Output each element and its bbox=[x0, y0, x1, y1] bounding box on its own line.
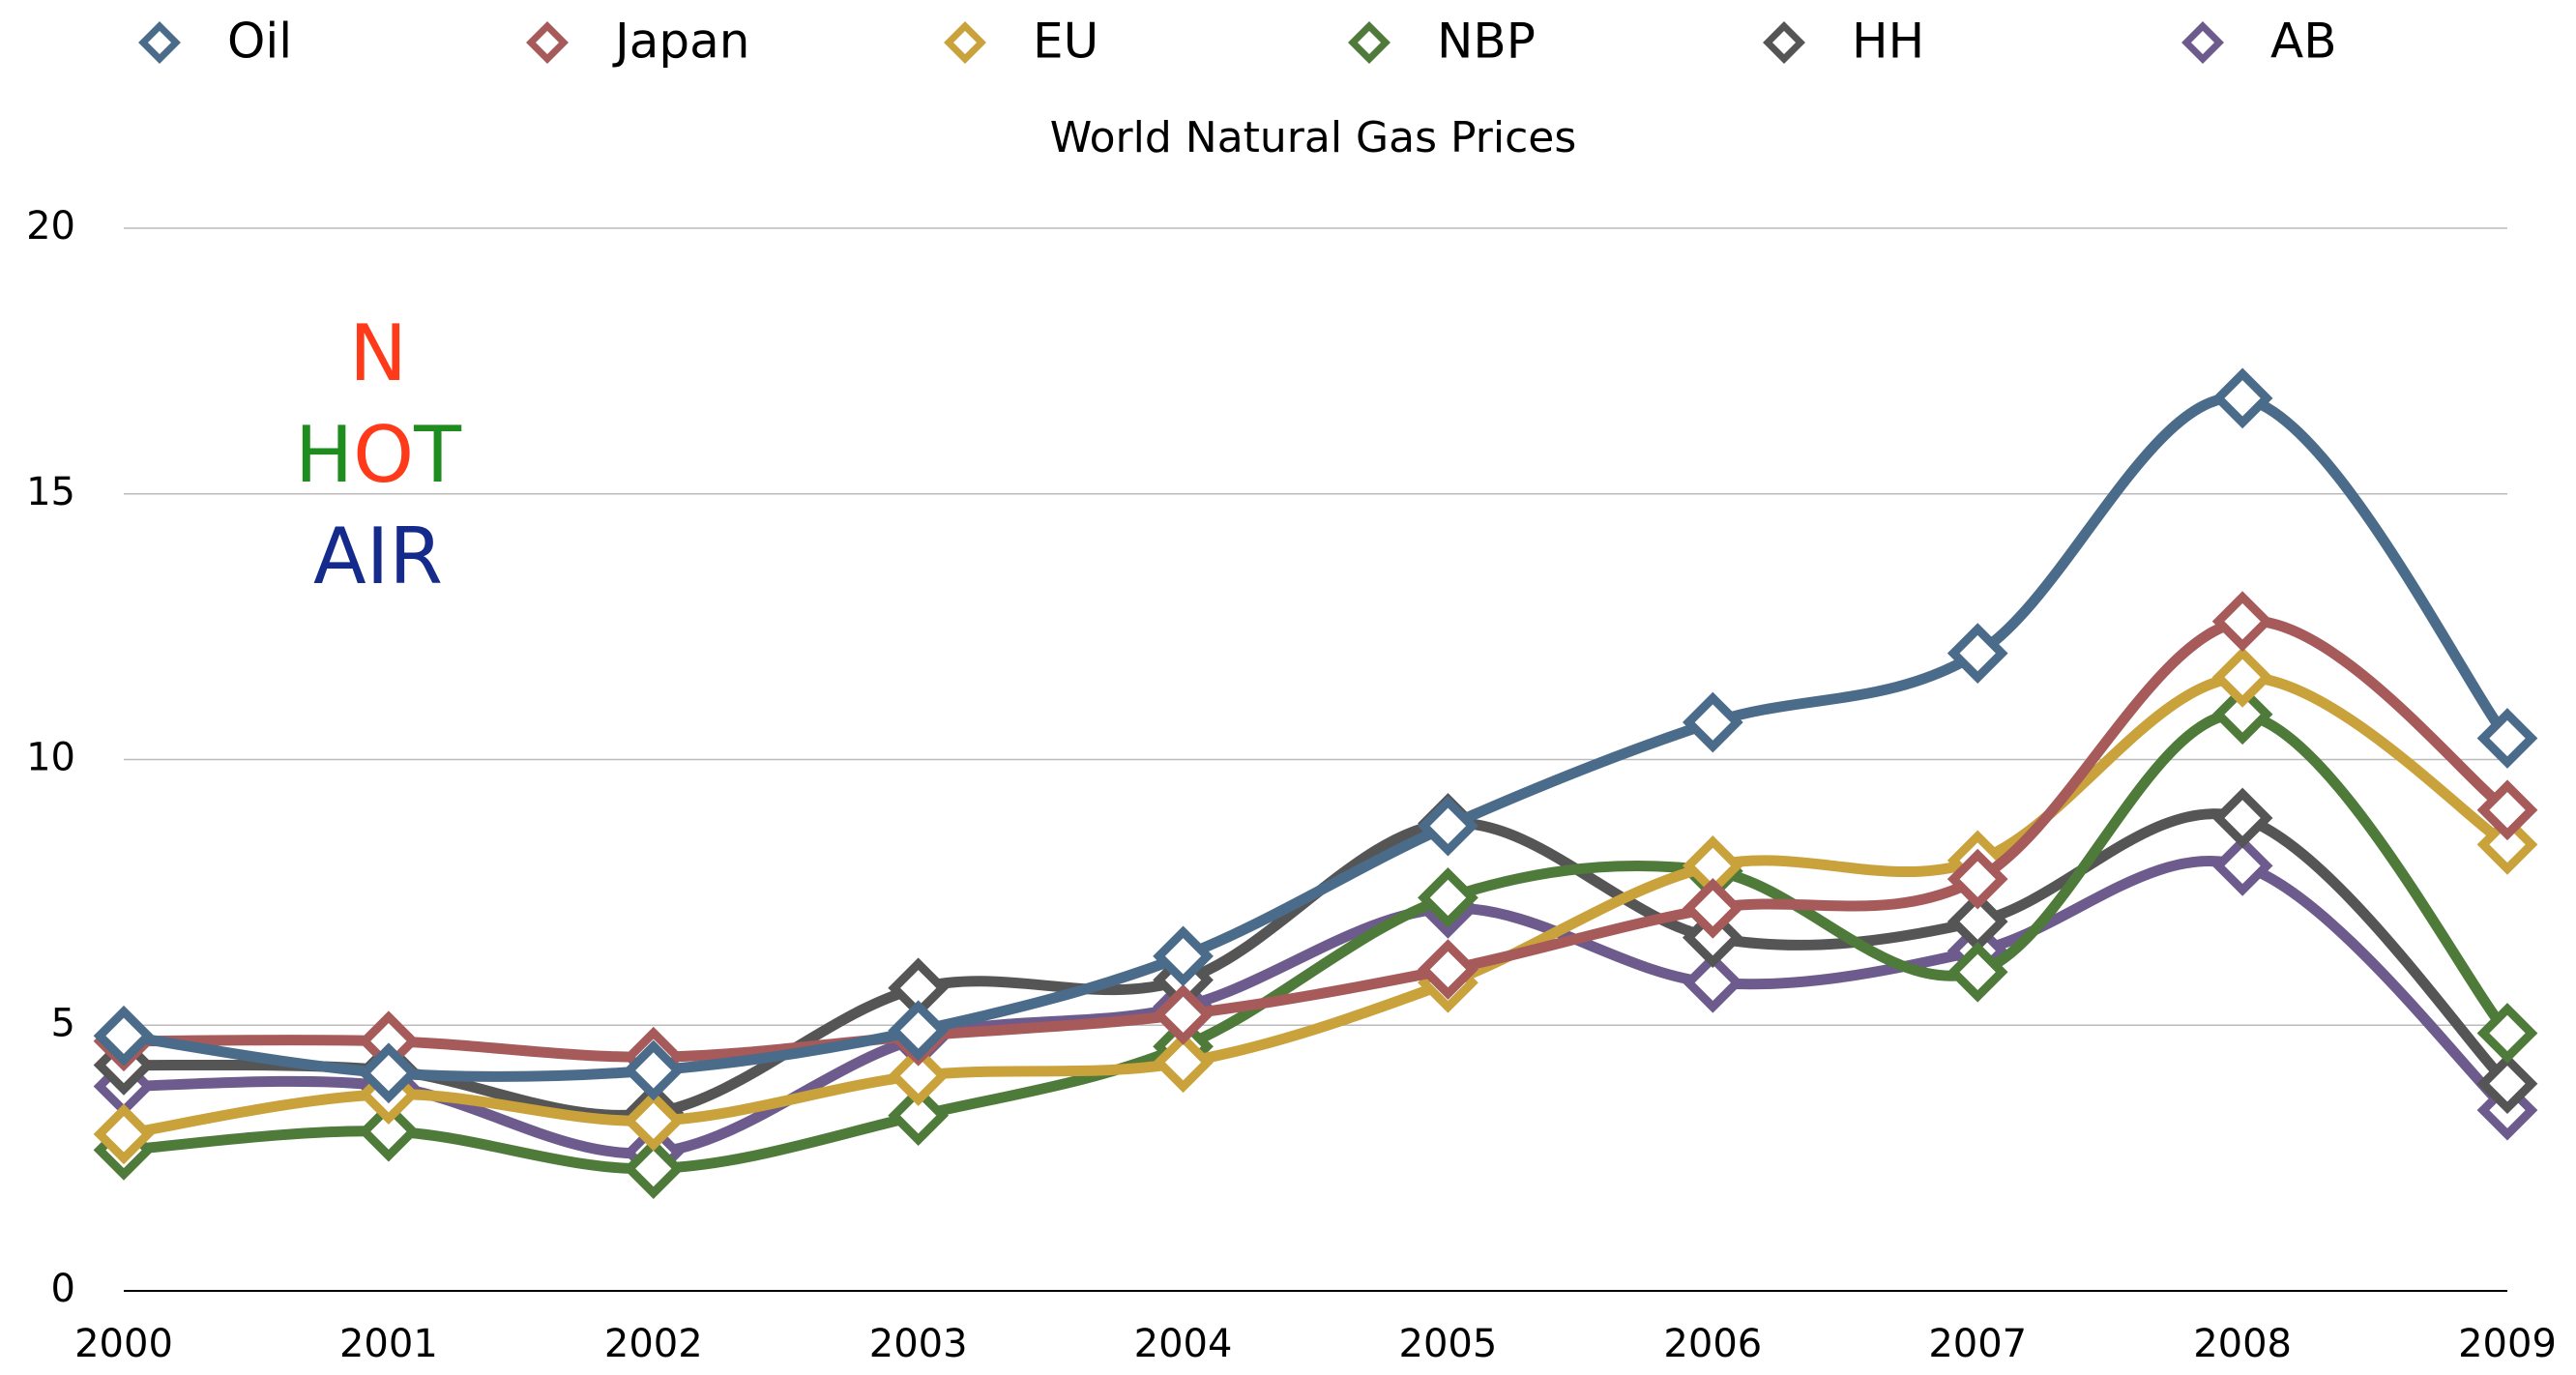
y-tick-label: 20 bbox=[26, 204, 75, 249]
x-tick-label: 2007 bbox=[1928, 1322, 2027, 1366]
legend-label: HH bbox=[1852, 14, 1924, 70]
annotation: HOT bbox=[295, 410, 462, 500]
legend-label: Oil bbox=[227, 14, 292, 70]
point-marker bbox=[623, 1090, 685, 1152]
point-marker bbox=[358, 1042, 420, 1104]
x-tick-label: 2008 bbox=[2193, 1322, 2292, 1366]
point-marker bbox=[2476, 779, 2538, 841]
point-marker bbox=[1947, 848, 2008, 910]
y-tick-label: 5 bbox=[51, 1001, 75, 1045]
point-marker bbox=[623, 1138, 685, 1199]
point-marker bbox=[888, 1085, 950, 1147]
point-marker bbox=[2211, 835, 2273, 896]
y-tick-label: 10 bbox=[26, 736, 75, 780]
point-marker bbox=[1153, 983, 1214, 1045]
point-marker bbox=[2211, 787, 2273, 849]
point-marker bbox=[1947, 941, 2008, 1003]
point-marker bbox=[2476, 1053, 2538, 1115]
annotation: AIR bbox=[313, 512, 443, 601]
x-tick-label: 2004 bbox=[1134, 1322, 1233, 1366]
legend-marker bbox=[526, 21, 569, 64]
annotation-part: T bbox=[413, 410, 462, 500]
y-tick-label: 0 bbox=[51, 1267, 75, 1311]
point-marker bbox=[1418, 939, 1478, 1000]
x-tick-label: 2009 bbox=[2458, 1322, 2557, 1366]
point-marker bbox=[2211, 684, 2273, 746]
series-line bbox=[123, 671, 2510, 1140]
point-marker bbox=[888, 1000, 950, 1062]
legend-label: EU bbox=[1033, 14, 1098, 70]
series-line bbox=[123, 709, 2512, 1175]
legend-marker bbox=[1348, 21, 1390, 64]
annotation-part: H bbox=[295, 410, 353, 500]
point-marker bbox=[93, 1103, 155, 1165]
point-marker bbox=[2476, 708, 2538, 769]
annotation: N bbox=[349, 308, 407, 398]
annotation-part: N bbox=[349, 308, 407, 398]
point-marker bbox=[1682, 691, 1743, 753]
legend-label: Japan bbox=[612, 14, 749, 70]
x-tick-label: 2003 bbox=[869, 1322, 968, 1366]
legend-label: NBP bbox=[1437, 14, 1536, 70]
point-marker bbox=[93, 1005, 155, 1067]
annotation-part: O bbox=[353, 410, 414, 500]
point-marker bbox=[1418, 867, 1478, 928]
point-marker bbox=[1947, 623, 2008, 684]
x-tick-label: 2005 bbox=[1399, 1322, 1498, 1366]
series-line bbox=[123, 808, 2511, 1121]
legend-marker bbox=[138, 21, 181, 64]
point-marker bbox=[888, 1045, 950, 1106]
legend-marker bbox=[944, 21, 986, 64]
legend-label: AB bbox=[2270, 14, 2337, 70]
series-line bbox=[123, 856, 2511, 1159]
annotation-part: AIR bbox=[313, 512, 443, 601]
point-marker bbox=[623, 1039, 685, 1101]
point-marker bbox=[2476, 814, 2538, 875]
x-tick-label: 2000 bbox=[74, 1322, 173, 1366]
x-tick-label: 2001 bbox=[339, 1322, 438, 1366]
point-marker bbox=[1682, 951, 1743, 1013]
point-marker bbox=[1153, 1032, 1214, 1094]
point-marker bbox=[2211, 591, 2273, 652]
chart-title: World Natural Gas Prices bbox=[1050, 113, 1577, 162]
series-line bbox=[123, 392, 2512, 1082]
point-marker bbox=[1682, 877, 1743, 939]
point-marker bbox=[2476, 1003, 2538, 1064]
point-marker bbox=[2211, 367, 2273, 429]
series-line bbox=[123, 615, 2511, 1063]
point-marker bbox=[1153, 925, 1214, 987]
point-marker bbox=[2211, 646, 2273, 708]
legend-marker bbox=[1763, 21, 1805, 64]
y-tick-label: 15 bbox=[26, 470, 75, 514]
x-tick-label: 2006 bbox=[1663, 1322, 1762, 1366]
x-tick-label: 2002 bbox=[604, 1322, 703, 1366]
legend-marker bbox=[2181, 21, 2224, 64]
point-marker bbox=[358, 1100, 420, 1162]
point-marker bbox=[1418, 795, 1478, 857]
